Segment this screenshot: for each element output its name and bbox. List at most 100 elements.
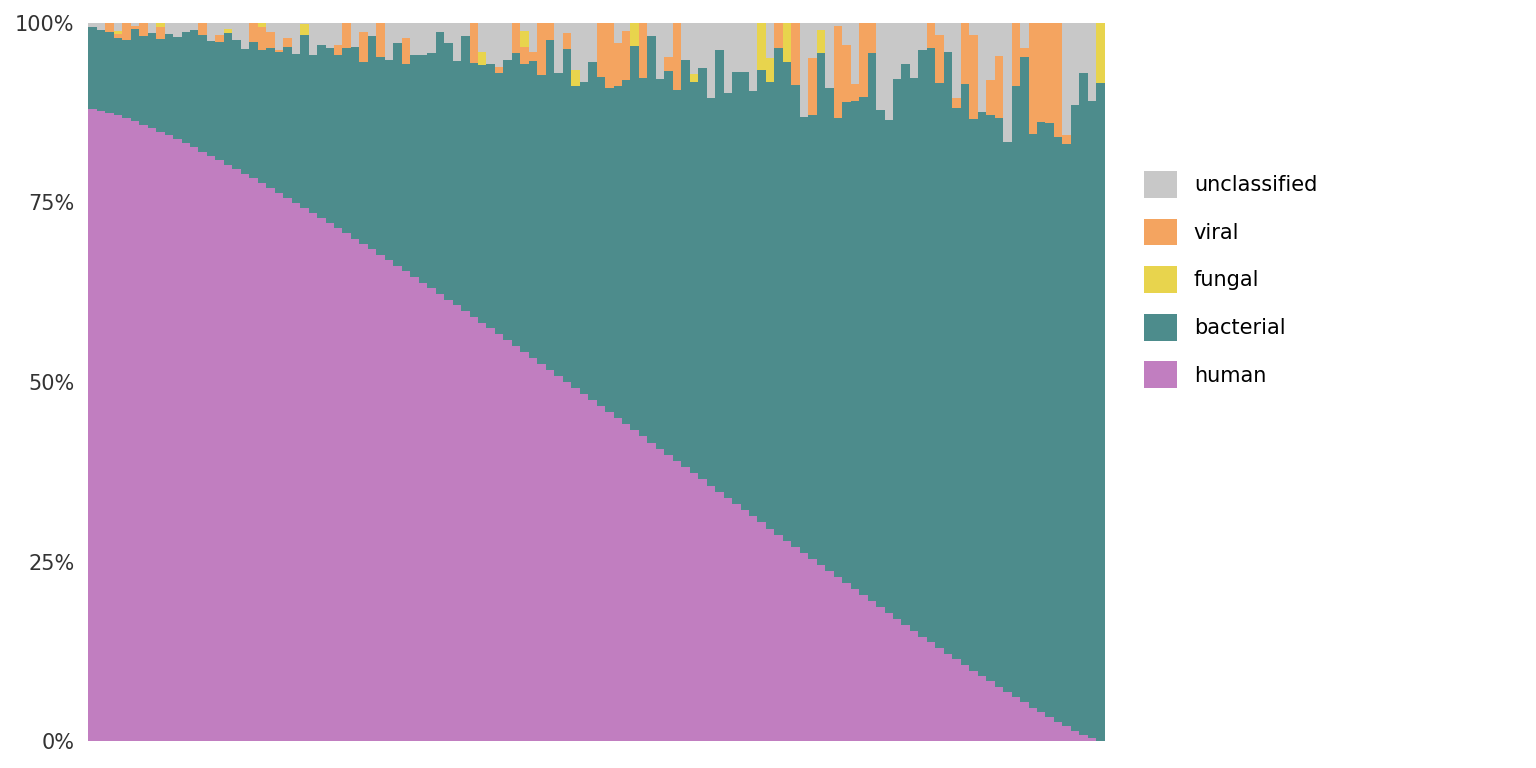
Bar [1037, 713, 1046, 741]
Bar [926, 48, 935, 642]
Bar [326, 48, 333, 223]
Bar [1080, 23, 1087, 72]
Bar [359, 244, 369, 741]
Bar [157, 27, 164, 39]
Bar [613, 85, 622, 418]
Bar [952, 108, 960, 660]
Bar [588, 23, 596, 62]
Bar [402, 23, 410, 38]
Bar [89, 109, 97, 741]
Bar [682, 23, 690, 61]
Bar [851, 589, 859, 741]
Bar [114, 115, 123, 741]
Bar [647, 442, 656, 741]
Bar [800, 553, 808, 741]
Bar [647, 35, 656, 442]
Bar [292, 203, 300, 741]
Bar [140, 124, 147, 741]
Bar [630, 430, 639, 741]
Bar [545, 23, 554, 40]
Bar [902, 64, 909, 625]
Bar [309, 23, 316, 55]
Bar [664, 455, 673, 741]
Bar [707, 23, 716, 98]
Bar [427, 53, 436, 288]
Bar [258, 183, 266, 741]
Bar [114, 31, 123, 35]
Bar [521, 31, 528, 47]
Bar [283, 23, 292, 38]
Bar [817, 30, 825, 54]
Bar [613, 418, 622, 741]
Bar [885, 613, 892, 741]
Bar [868, 53, 876, 601]
Bar [783, 541, 791, 741]
Bar [842, 23, 851, 45]
Bar [427, 288, 436, 741]
Bar [521, 352, 528, 741]
Bar [207, 23, 215, 41]
Bar [960, 84, 969, 665]
Bar [419, 23, 427, 55]
Bar [316, 45, 326, 218]
Bar [504, 340, 511, 741]
Bar [1087, 23, 1097, 101]
Bar [613, 44, 622, 85]
Bar [97, 23, 106, 31]
Bar [114, 35, 123, 38]
Bar [343, 23, 350, 48]
Bar [359, 32, 369, 61]
Bar [808, 114, 817, 559]
Bar [181, 144, 190, 741]
Bar [114, 38, 123, 115]
Bar [436, 294, 444, 741]
Bar [664, 23, 673, 57]
Bar [174, 139, 181, 741]
Bar [1046, 717, 1054, 741]
Bar [1012, 697, 1020, 741]
Bar [639, 23, 647, 78]
Bar [750, 516, 757, 741]
Bar [495, 334, 504, 741]
Bar [309, 55, 316, 213]
Bar [131, 26, 140, 29]
Bar [419, 55, 427, 283]
Bar [528, 23, 538, 52]
Bar [639, 78, 647, 436]
Bar [359, 23, 369, 32]
Bar [123, 23, 131, 40]
Bar [453, 23, 461, 61]
Bar [978, 112, 986, 676]
Bar [504, 23, 511, 60]
Bar [596, 78, 605, 406]
Bar [470, 23, 478, 63]
Bar [1012, 86, 1020, 697]
Bar [487, 329, 495, 741]
Bar [554, 73, 562, 376]
Bar [249, 42, 258, 178]
Bar [249, 23, 258, 42]
Bar [487, 23, 495, 64]
Bar [733, 23, 740, 72]
Bar [1029, 134, 1037, 707]
Bar [630, 23, 639, 46]
Bar [842, 102, 851, 584]
Bar [673, 461, 682, 741]
Bar [1020, 48, 1029, 58]
Bar [995, 687, 1003, 741]
Bar [190, 147, 198, 741]
Bar [969, 23, 978, 35]
Bar [699, 479, 707, 741]
Bar [596, 23, 605, 78]
Bar [215, 35, 224, 42]
Bar [800, 118, 808, 553]
Bar [538, 23, 545, 74]
Bar [800, 23, 808, 118]
Bar [817, 23, 825, 30]
Bar [300, 24, 309, 35]
Bar [707, 485, 716, 741]
Bar [613, 23, 622, 44]
Bar [554, 23, 562, 73]
Bar [487, 64, 495, 329]
Bar [952, 98, 960, 108]
